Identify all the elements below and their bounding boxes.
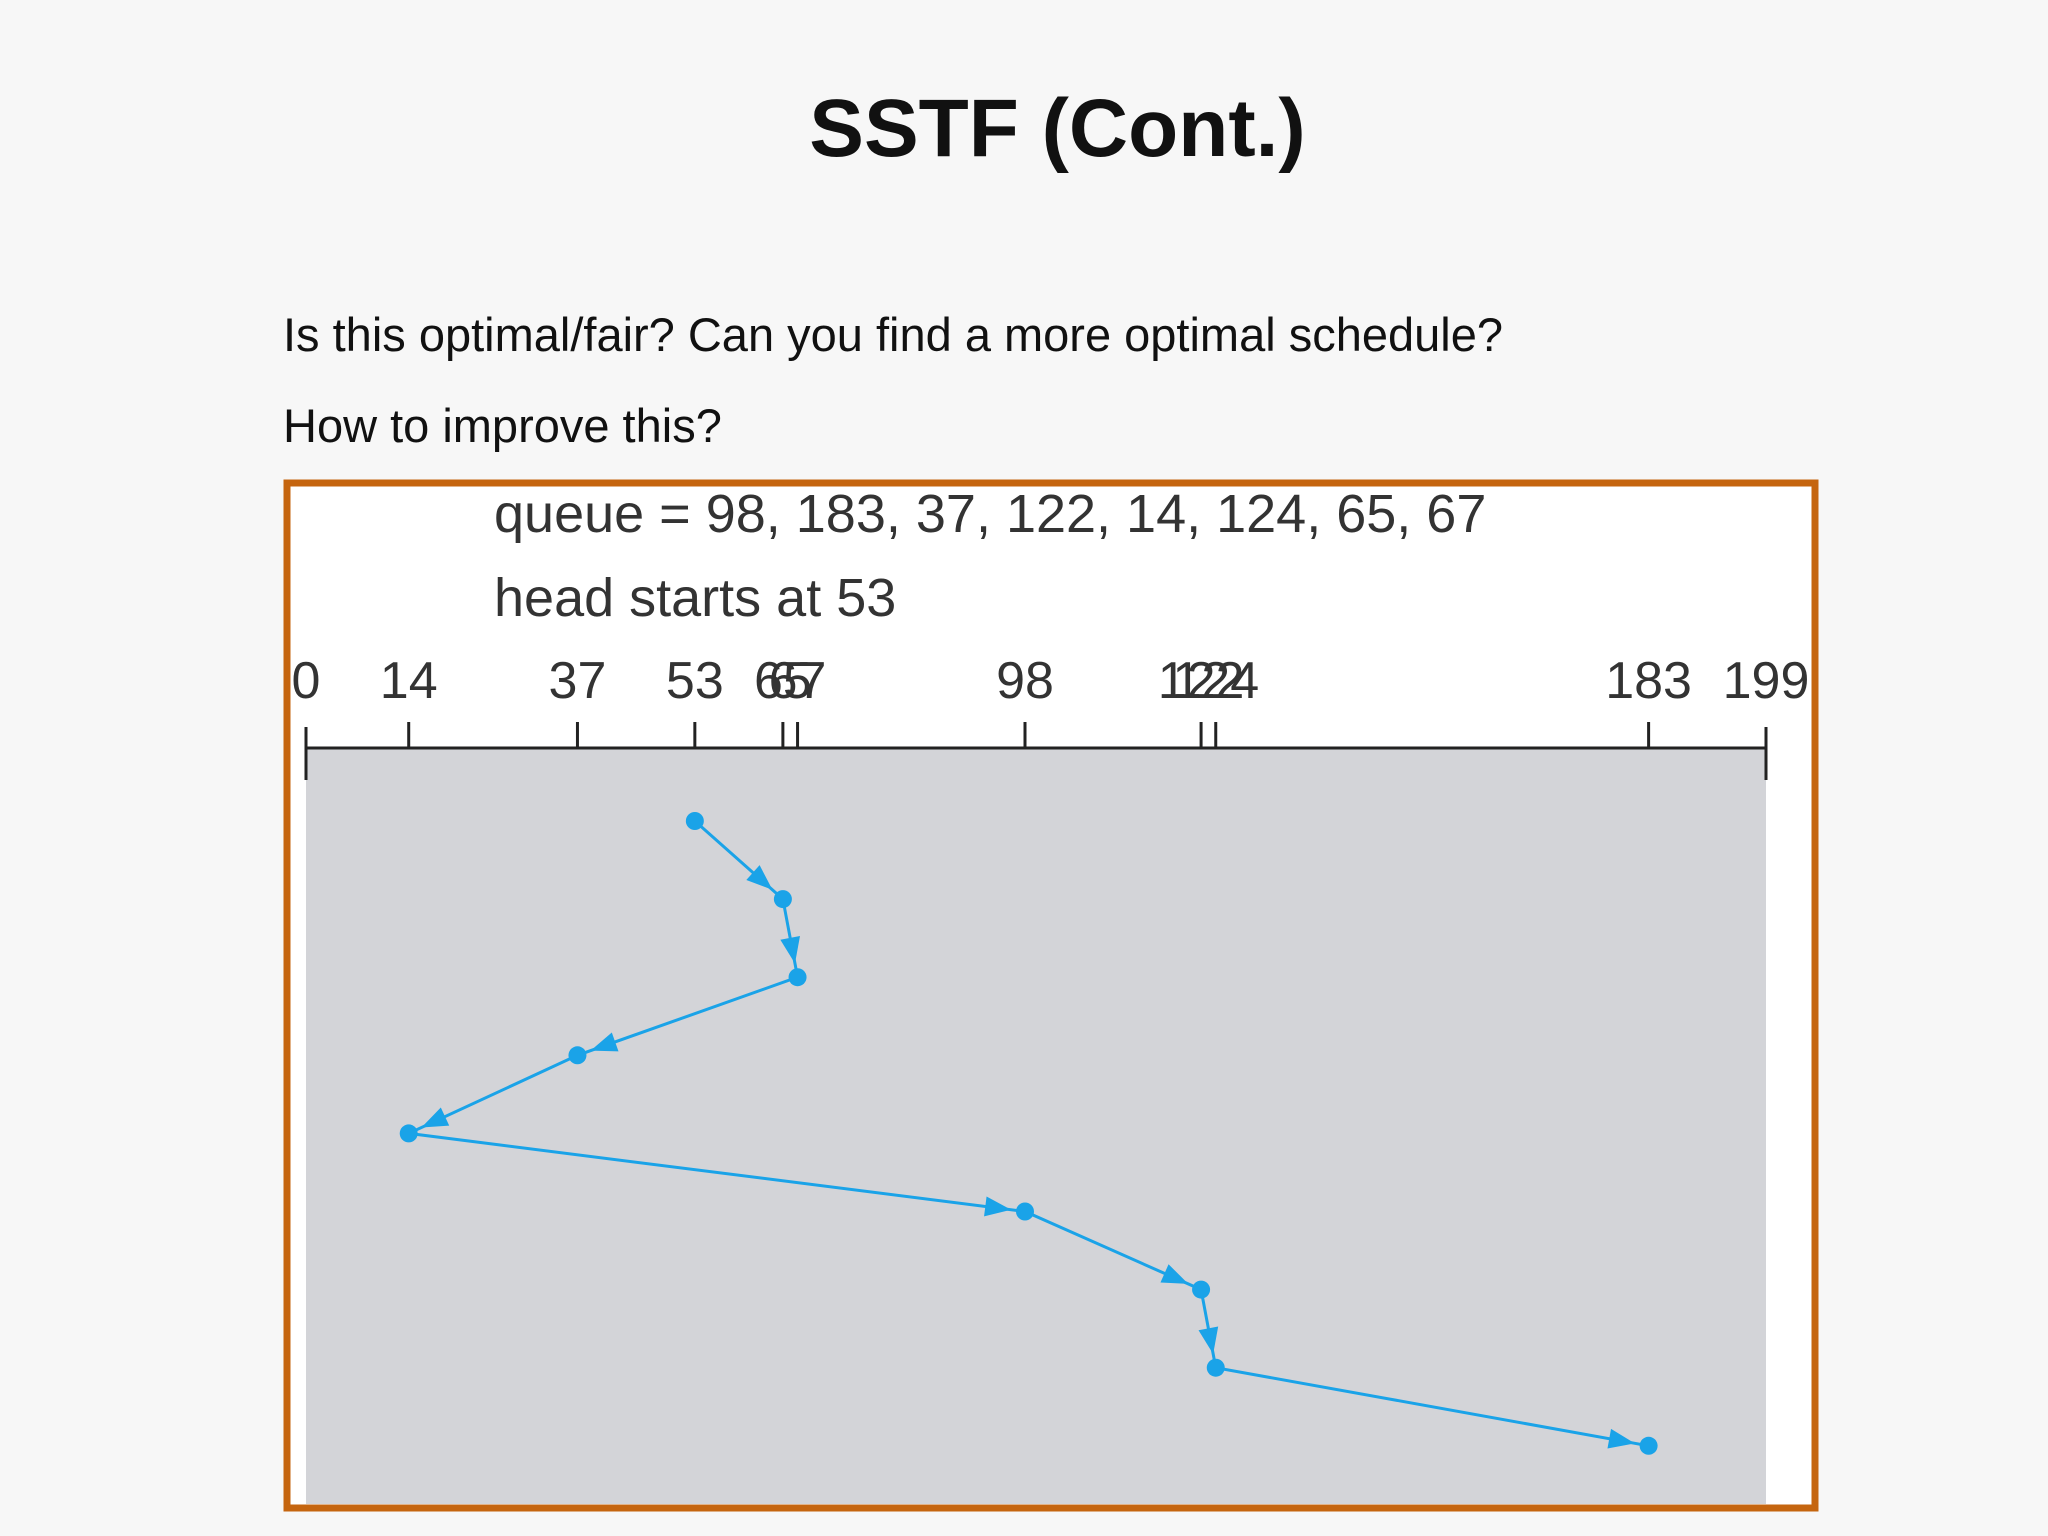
arrowhead [1198, 1326, 1219, 1354]
head-label: head starts at 53 [494, 568, 896, 628]
head-position [399, 1124, 418, 1143]
tick-label: 183 [1605, 652, 1692, 710]
slide-title: SSTF (Cont.) [809, 83, 1306, 174]
tick-label: 65 [754, 652, 812, 710]
queue-label: queue = 98, 183, 37, 122, 14, 124, 65, 6… [494, 484, 1486, 544]
head-position [1192, 1280, 1211, 1299]
head-position [788, 968, 807, 987]
tick-label: 0 [292, 652, 321, 710]
plot-area [306, 748, 1766, 1504]
question: How to improve this? [283, 399, 722, 452]
tick-label: 14 [380, 652, 438, 710]
arrowhead [1160, 1264, 1189, 1284]
tick-label: 98 [996, 652, 1054, 710]
head-position [1015, 1202, 1034, 1221]
arrowhead [421, 1107, 450, 1128]
head-position [685, 812, 704, 830]
arrowhead [984, 1196, 1012, 1217]
arrowhead [746, 865, 773, 890]
tick-label: 53 [666, 652, 724, 710]
head-position [1639, 1436, 1658, 1455]
arrowhead [1607, 1428, 1635, 1449]
head-position [1206, 1358, 1225, 1377]
arrowhead [780, 936, 800, 964]
tick-label: 124 [1172, 652, 1259, 710]
head-position [568, 1046, 587, 1065]
tick-label: 122 [1158, 652, 1245, 710]
head-position [773, 890, 792, 909]
tick-label: 67 [769, 652, 827, 710]
tick-label: 37 [549, 652, 607, 710]
question: Is this optimal/fair? Can you find a mor… [283, 308, 1504, 361]
arrowhead [590, 1032, 619, 1052]
tick-label: 199 [1723, 652, 1810, 710]
